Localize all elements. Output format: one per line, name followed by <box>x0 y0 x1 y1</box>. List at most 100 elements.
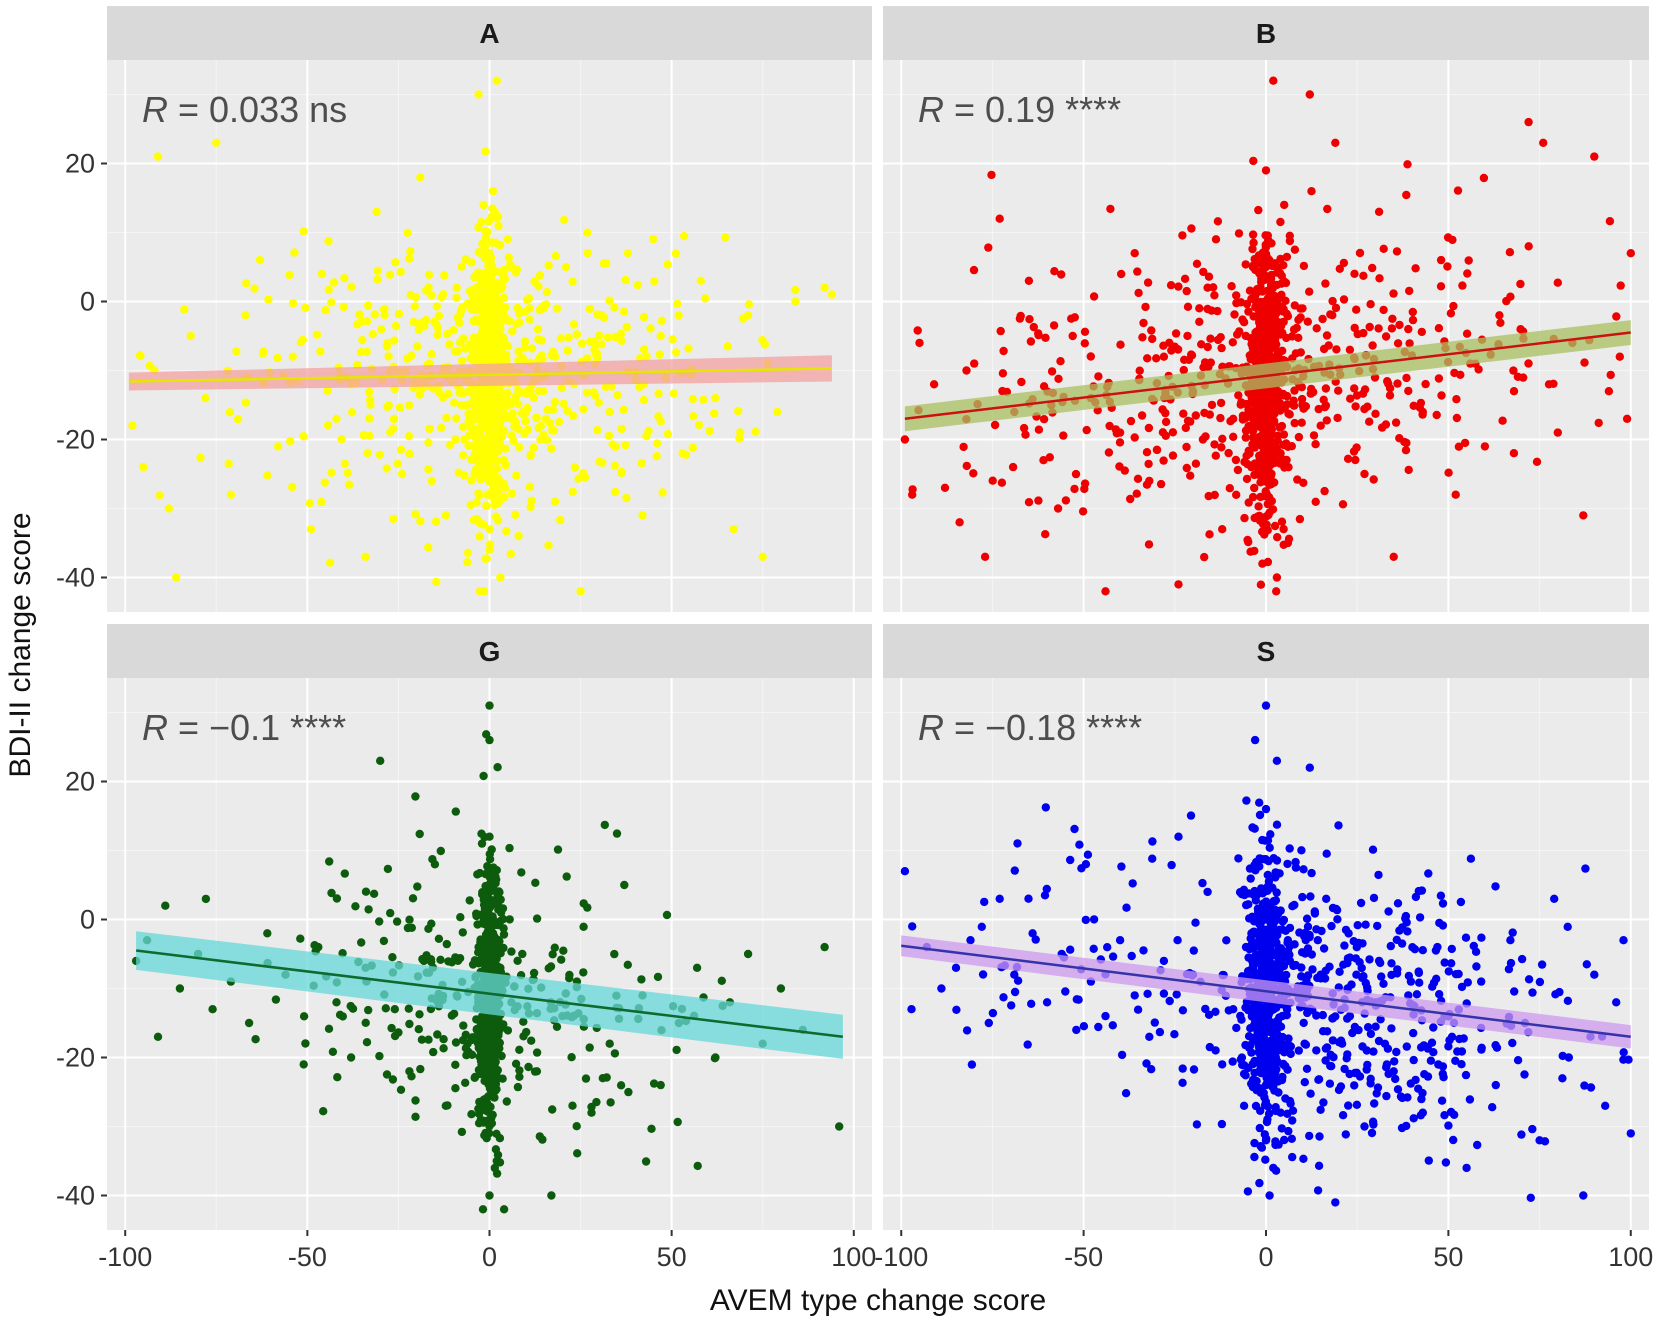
data-point-G <box>396 1085 406 1095</box>
data-point-S <box>1356 898 1366 908</box>
data-point-B <box>1366 300 1375 309</box>
data-point-A <box>559 399 568 408</box>
data-point-B <box>1236 298 1246 307</box>
data-point-A <box>323 386 332 395</box>
data-point-A <box>327 298 336 307</box>
data-point-A <box>288 299 298 308</box>
data-point-S <box>1276 1108 1285 1117</box>
data-point-B <box>1256 492 1265 502</box>
data-point-S <box>1524 975 1534 984</box>
data-point-S <box>1409 1114 1418 1123</box>
data-point-B <box>1041 530 1050 539</box>
data-point-B <box>1369 475 1378 484</box>
data-point-B <box>969 469 978 478</box>
data-point-S <box>1305 763 1315 772</box>
data-point-S <box>1360 1122 1369 1131</box>
y-tick-label: -20 <box>56 425 95 455</box>
panel-strip-A <box>107 6 872 60</box>
data-point-S <box>1165 996 1174 1006</box>
data-point-S <box>1070 824 1079 834</box>
data-point-S <box>1462 1163 1471 1173</box>
data-point-B <box>1142 448 1152 457</box>
data-point-A <box>751 427 760 436</box>
data-point-A <box>550 497 560 506</box>
data-point-S <box>1232 1023 1241 1033</box>
data-point-G <box>672 1045 681 1055</box>
data-point-B <box>1275 459 1285 468</box>
data-point-G <box>473 1039 483 1048</box>
data-point-B <box>1270 335 1280 345</box>
data-point-A <box>326 558 335 567</box>
data-point-A <box>455 310 465 320</box>
data-point-S <box>1344 1101 1353 1110</box>
data-point-A <box>500 391 510 400</box>
data-point-B <box>1133 267 1142 276</box>
data-point-S <box>1117 862 1126 871</box>
data-point-A <box>499 406 508 415</box>
data-point-B <box>1141 302 1150 312</box>
data-point-A <box>580 473 590 482</box>
data-point-A <box>433 330 442 340</box>
data-point-A <box>233 415 243 424</box>
data-point-S <box>1414 1084 1423 1093</box>
data-point-B <box>1479 173 1489 183</box>
data-point-B <box>1247 462 1256 472</box>
data-point-G <box>592 1097 601 1107</box>
data-point-S <box>1409 1055 1418 1065</box>
data-point-A <box>380 304 389 314</box>
data-point-A <box>503 235 512 244</box>
data-point-S <box>1081 860 1091 869</box>
data-point-G <box>610 949 619 959</box>
data-point-A <box>547 444 556 453</box>
data-point-B <box>1139 318 1148 328</box>
data-point-B <box>1200 408 1209 418</box>
data-point-A <box>551 352 560 361</box>
data-point-A <box>196 453 205 462</box>
data-point-S <box>1363 1060 1372 1070</box>
data-point-B <box>1352 305 1361 314</box>
data-point-B <box>1045 453 1055 462</box>
data-point-S <box>1066 945 1075 954</box>
data-point-B <box>1217 443 1226 452</box>
data-point-S <box>1283 859 1292 869</box>
data-point-S <box>995 894 1004 903</box>
data-point-G <box>662 910 672 920</box>
data-point-A <box>164 504 174 513</box>
data-point-G <box>442 939 451 949</box>
data-point-G <box>419 956 429 966</box>
data-point-B <box>1021 430 1030 439</box>
data-point-B <box>1236 400 1245 409</box>
data-point-S <box>1285 923 1295 933</box>
data-point-G <box>835 1122 844 1131</box>
data-point-S <box>1366 1074 1375 1084</box>
data-point-B <box>1210 490 1219 500</box>
data-point-B <box>1259 476 1269 486</box>
data-point-B <box>1024 498 1034 507</box>
data-point-B <box>1272 587 1281 596</box>
data-point-G <box>430 860 440 869</box>
data-point-G <box>478 1011 487 1021</box>
data-point-B <box>1002 387 1012 397</box>
data-point-B <box>1284 409 1293 418</box>
data-point-A <box>689 412 698 421</box>
data-point-B <box>1070 313 1080 322</box>
data-point-S <box>1382 1091 1391 1101</box>
data-point-G <box>600 820 609 830</box>
data-point-A <box>501 355 511 364</box>
data-point-A <box>525 304 534 313</box>
data-point-G <box>436 846 445 856</box>
data-point-A <box>396 445 406 455</box>
data-point-B <box>1258 422 1267 431</box>
data-point-G <box>463 1039 472 1048</box>
data-point-B <box>1217 343 1226 353</box>
data-point-G <box>201 894 211 904</box>
data-point-S <box>937 984 946 993</box>
data-point-B <box>1206 334 1215 343</box>
data-point-S <box>1438 899 1448 908</box>
confidence-band-A <box>128 355 832 391</box>
points-S <box>900 701 1636 1207</box>
data-point-S <box>1189 1065 1199 1074</box>
data-point-G <box>415 829 424 839</box>
data-point-S <box>1362 1046 1372 1055</box>
data-point-S <box>1081 915 1091 925</box>
